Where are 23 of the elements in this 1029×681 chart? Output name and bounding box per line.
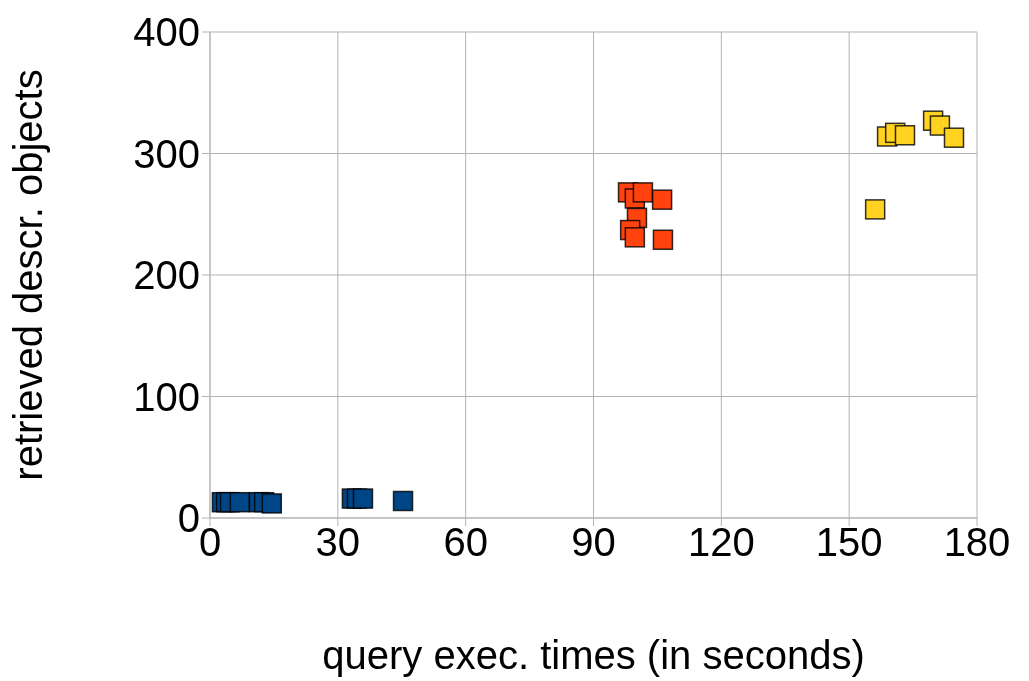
y-tick-label: 400: [133, 10, 200, 55]
point: [352, 488, 374, 509]
point: [261, 493, 283, 514]
point: [652, 229, 674, 251]
point: [229, 491, 251, 513]
point: [632, 182, 654, 203]
y-tick-label: 300: [133, 131, 200, 176]
x-tick-label: 120: [687, 520, 755, 565]
y-tick-label: 100: [133, 374, 200, 419]
y-axis-title: retrieved descr. objects: [6, 69, 51, 481]
point: [624, 227, 646, 248]
x-tick-label: 150: [815, 520, 883, 565]
x-axis-title: query exec. times (in seconds): [322, 633, 865, 677]
point: [392, 490, 414, 512]
y-tick-label: 200: [133, 253, 200, 298]
point: [651, 189, 673, 210]
x-tick-label: 90: [571, 520, 616, 565]
x-tick-label: 180: [943, 520, 1011, 565]
point: [894, 125, 916, 146]
x-tick-label: 30: [315, 520, 361, 565]
x-tick-label: 60: [443, 520, 488, 565]
point: [864, 199, 886, 220]
point: [943, 127, 965, 148]
